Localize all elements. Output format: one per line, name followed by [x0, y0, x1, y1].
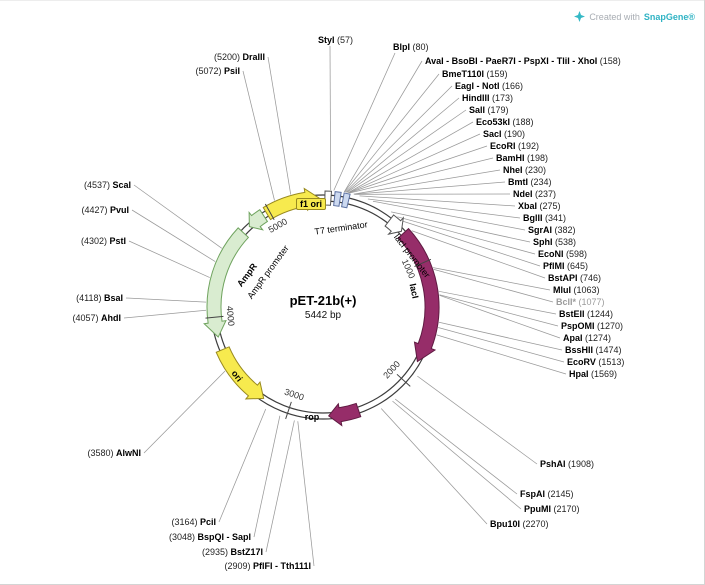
site-avai-bsobi-paer7i-pspxi-tlii-xhoi[interactable]: AvaI - BsoBI - PaeR7I - PspXI - TliI - X… — [425, 56, 621, 66]
snapgene-badge[interactable]: Created with SnapGene® — [574, 11, 695, 22]
snapgene-logo-icon — [574, 11, 586, 22]
site-pvui[interactable]: (4427) PvuI — [81, 205, 129, 215]
site-sphi[interactable]: SphI (538) — [533, 237, 577, 247]
site-bsteii[interactable]: BstEII (1244) — [559, 309, 614, 319]
feature-unlabeled-box[interactable] — [333, 191, 342, 207]
site-alwni[interactable]: (3580) AlwNI — [87, 448, 141, 458]
site-pcii[interactable]: (3164) PciI — [171, 517, 216, 527]
site-psti[interactable]: (4302) PstI — [80, 236, 126, 246]
site-pspomi[interactable]: PspOMI (1270) — [561, 321, 624, 331]
feature-label-laci[interactable]: lacI — [407, 282, 421, 300]
site-hpai[interactable]: HpaI (1569) — [569, 369, 618, 379]
site-sali[interactable]: SalI (179) — [469, 105, 509, 115]
site-mlui[interactable]: MluI (1063) — [553, 285, 600, 295]
site-pshai[interactable]: PshAI (1908) — [540, 459, 595, 469]
site-xbai[interactable]: XbaI (275) — [518, 201, 561, 211]
site-scai[interactable]: (4537) ScaI — [83, 180, 131, 190]
site-fspai[interactable]: FspAI (2145) — [520, 489, 574, 499]
site-nhei[interactable]: NheI (230) — [503, 165, 547, 175]
tick-5000: 5000 — [266, 216, 289, 235]
feature-ampr-promoter[interactable] — [248, 209, 269, 231]
site-econi[interactable]: EcoNI (598) — [538, 249, 588, 259]
site-ecorv[interactable]: EcoRV (1513) — [567, 357, 625, 367]
site-ahdi[interactable]: (4057) AhdI — [72, 313, 121, 323]
feature-label-t7-terminator[interactable]: T7 terminator — [313, 219, 369, 237]
feature-label-ori[interactable]: ori — [229, 368, 245, 384]
site-ppumi[interactable]: PpuMI (2170) — [524, 504, 580, 514]
site-hindiii[interactable]: HindIII (173) — [462, 93, 514, 103]
tick-2000: 2000 — [380, 358, 402, 381]
site-bsai[interactable]: (4118) BsaI — [76, 293, 123, 303]
plasmid-size: 5442 bp — [304, 310, 342, 321]
site-bpu10i[interactable]: Bpu10I (2270) — [490, 519, 549, 529]
feature-ori[interactable] — [215, 346, 265, 400]
site-eco53ki[interactable]: Eco53kI (188) — [476, 117, 534, 127]
tick-4000: 4000 — [224, 305, 237, 327]
feature-ampr[interactable] — [203, 227, 250, 338]
site-bstapi[interactable]: BstAPI (746) — [548, 273, 602, 283]
site-blpi[interactable]: BlpI (80) — [393, 42, 429, 52]
site-bsshii[interactable]: BssHII (1474) — [565, 345, 622, 355]
site-saci[interactable]: SacI (190) — [483, 129, 526, 139]
site-psii[interactable]: (5072) PsiI — [195, 66, 240, 76]
feature-label-rop[interactable]: rop — [304, 412, 320, 422]
created-with-text: Created with — [589, 11, 640, 22]
feature-label-f1-ori[interactable]: f1 ori — [295, 198, 327, 210]
site-ecori[interactable]: EcoRI (192) — [490, 141, 540, 151]
site-ndei[interactable]: NdeI (237) — [513, 189, 557, 199]
site-bglii[interactable]: BglII (341) — [523, 213, 567, 223]
plasmid-title-block: pET-21b(+) 5442 bp — [290, 293, 357, 321]
snapgene-brand-text[interactable]: SnapGene® — [643, 11, 695, 22]
site-pflfi-tth111i[interactable]: (2909) PflFI - Tth111I — [224, 561, 311, 571]
feature-unlabeled-box[interactable] — [341, 192, 351, 209]
site-eagi-noti[interactable]: EagI - NotI (166) — [455, 81, 524, 91]
site-pflmi[interactable]: PflMI (645) — [543, 261, 589, 271]
site-bmti[interactable]: BmtI (234) — [508, 177, 552, 187]
site-bspqi-sapi[interactable]: (3048) BspQI - SapI — [168, 532, 251, 542]
site-styi[interactable]: StyI (57) — [318, 35, 354, 45]
site-bmet110i[interactable]: BmeT110I (159) — [442, 69, 508, 79]
site-bcli[interactable]: BclI* (1077) — [556, 297, 605, 307]
feature-laci-promoter[interactable] — [384, 214, 405, 236]
site-draiii[interactable]: (5200) DraIII — [213, 52, 265, 62]
site-bamhi[interactable]: BamHI (198) — [496, 153, 549, 163]
tick-3000: 3000 — [282, 386, 305, 403]
plasmid-name: pET-21b(+) — [289, 293, 357, 308]
site-bstz17i[interactable]: (2935) BstZ17I — [201, 547, 263, 557]
site-apai[interactable]: ApaI (1274) — [563, 333, 612, 343]
site-sgrai[interactable]: SgrAI (382) — [528, 225, 576, 235]
feature-laci[interactable] — [397, 227, 440, 363]
feature-rop[interactable] — [327, 402, 362, 427]
